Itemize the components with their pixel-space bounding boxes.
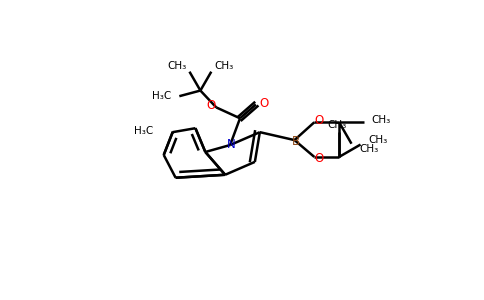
Text: CH₃: CH₃ — [368, 135, 388, 145]
Text: O: O — [259, 97, 269, 110]
Text: O: O — [315, 152, 324, 165]
Text: CH₃: CH₃ — [360, 144, 378, 154]
Text: CH₃: CH₃ — [372, 115, 391, 125]
Text: H₃C: H₃C — [152, 91, 171, 101]
Text: H₃C: H₃C — [134, 126, 153, 136]
Text: CH₃: CH₃ — [214, 61, 233, 71]
Text: O: O — [207, 99, 216, 112]
Text: N: N — [227, 138, 236, 151]
Text: B: B — [291, 135, 300, 148]
Text: CH₃: CH₃ — [328, 120, 347, 130]
Text: CH₃: CH₃ — [167, 61, 186, 71]
Text: O: O — [315, 114, 324, 127]
